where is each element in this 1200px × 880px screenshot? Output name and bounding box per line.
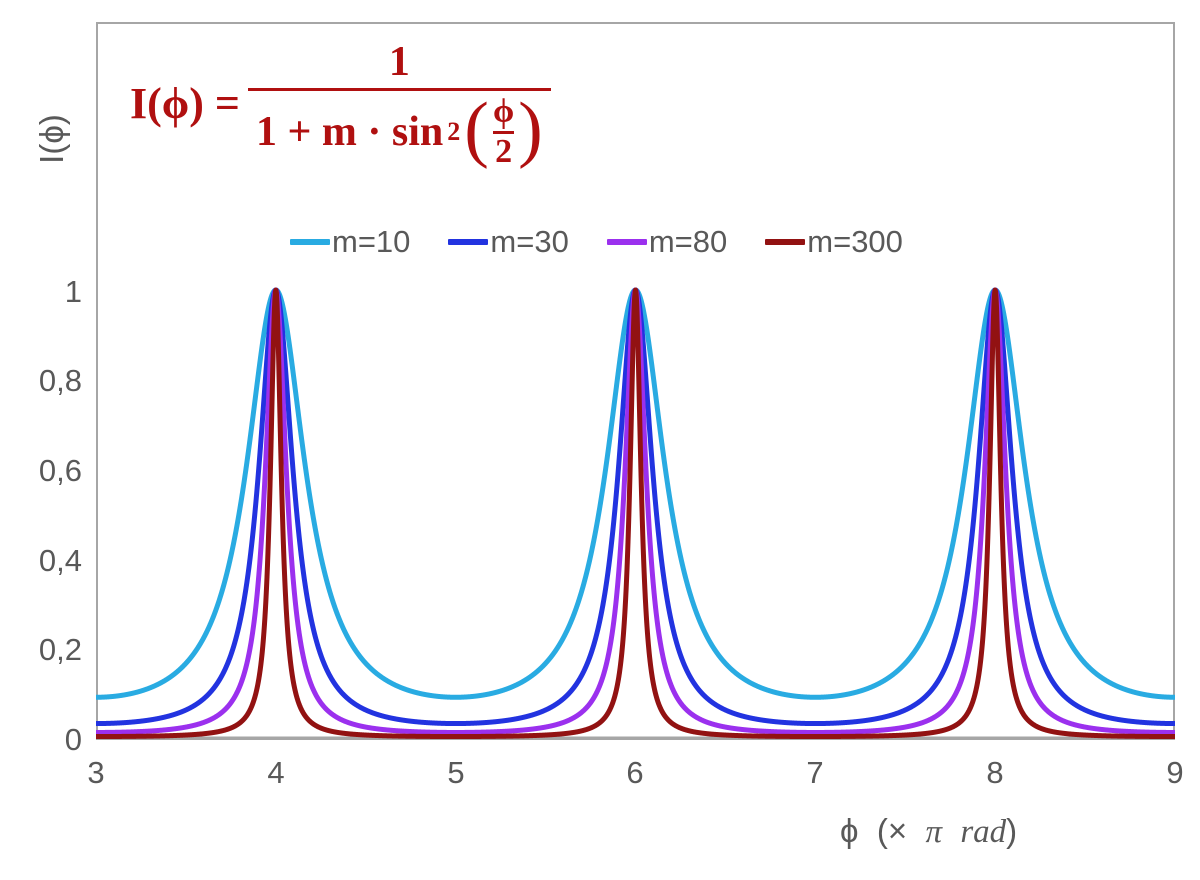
- y-tick-label: 1: [64, 274, 82, 309]
- formula-fraction: 1 1 + m · sin 2 ( ϕ 2 ): [247, 38, 551, 169]
- formula-paren-close: ): [518, 88, 543, 171]
- formula-inner-bar: [492, 130, 515, 134]
- y-tick-label: 0,6: [38, 453, 82, 488]
- formula-fraction-bar: [247, 88, 551, 91]
- legend-item[interactable]: m=30: [448, 224, 569, 259]
- y-tick-label: 0,4: [38, 543, 82, 578]
- y-axis-title: I(ϕ): [33, 114, 70, 164]
- legend-swatch-icon: [448, 238, 489, 245]
- x-tick-label: 5: [447, 755, 465, 790]
- x-tick-label: 8: [986, 755, 1004, 790]
- x-axis-title: ϕ (× π rad): [840, 812, 1017, 851]
- formula-inner-fraction: ϕ 2: [492, 93, 515, 170]
- legend-label: m=300: [807, 224, 903, 259]
- legend-label: m=30: [490, 224, 569, 259]
- formula-inner-numerator: ϕ: [492, 93, 515, 130]
- legend-swatch-icon: [765, 238, 806, 245]
- x-tick-label: 3: [87, 755, 105, 790]
- plot-curves: [96, 287, 1175, 740]
- formula-numerator: 1: [388, 39, 410, 85]
- formula-exponent: 2: [447, 117, 461, 147]
- formula-annotation: I(ϕ) = 1 1 + m · sin 2 ( ϕ 2 ): [130, 38, 551, 169]
- series-line-m80: [96, 287, 1175, 735]
- legend-label: m=80: [648, 224, 728, 259]
- legend-swatch-icon: [290, 238, 330, 245]
- legend-label: m=10: [332, 224, 411, 259]
- x-tick-label: 6: [626, 755, 644, 790]
- formula-paren-open: (: [464, 88, 489, 171]
- legend-item[interactable]: m=300: [765, 226, 903, 257]
- x-tick-label: 7: [806, 755, 824, 790]
- formula-denominator: 1 + m · sin 2 ( ϕ 2 ): [248, 91, 551, 169]
- series-line-m300: [96, 287, 1175, 740]
- y-tick-label: 0,2: [38, 632, 82, 667]
- chart-legend: m=10 m=30 m=80 m=300: [290, 226, 903, 257]
- x-axis-title-symbol: ϕ: [840, 812, 859, 849]
- y-tick-label: 0: [64, 722, 82, 757]
- x-axis-title-pi: π: [925, 814, 942, 850]
- legend-item[interactable]: m=80: [606, 224, 728, 259]
- legend-item[interactable]: m=10: [290, 226, 410, 257]
- series-line-m30: [96, 287, 1175, 727]
- x-axis-title-close: ): [1006, 812, 1018, 849]
- formula-inner-denominator: 2: [495, 132, 513, 170]
- legend-swatch-icon: [606, 238, 647, 245]
- y-tick-label: 0,8: [38, 363, 82, 398]
- x-axis-title-open: (×: [876, 812, 908, 849]
- formula-lhs: I(ϕ) =: [130, 79, 240, 129]
- x-axis-title-rad: rad: [960, 814, 1007, 850]
- x-tick-label: 4: [267, 755, 285, 790]
- plot-area-frame: [96, 22, 1175, 740]
- formula-denominator-prefix: 1 + m · sin: [255, 109, 444, 156]
- x-tick-label: 9: [1166, 755, 1184, 790]
